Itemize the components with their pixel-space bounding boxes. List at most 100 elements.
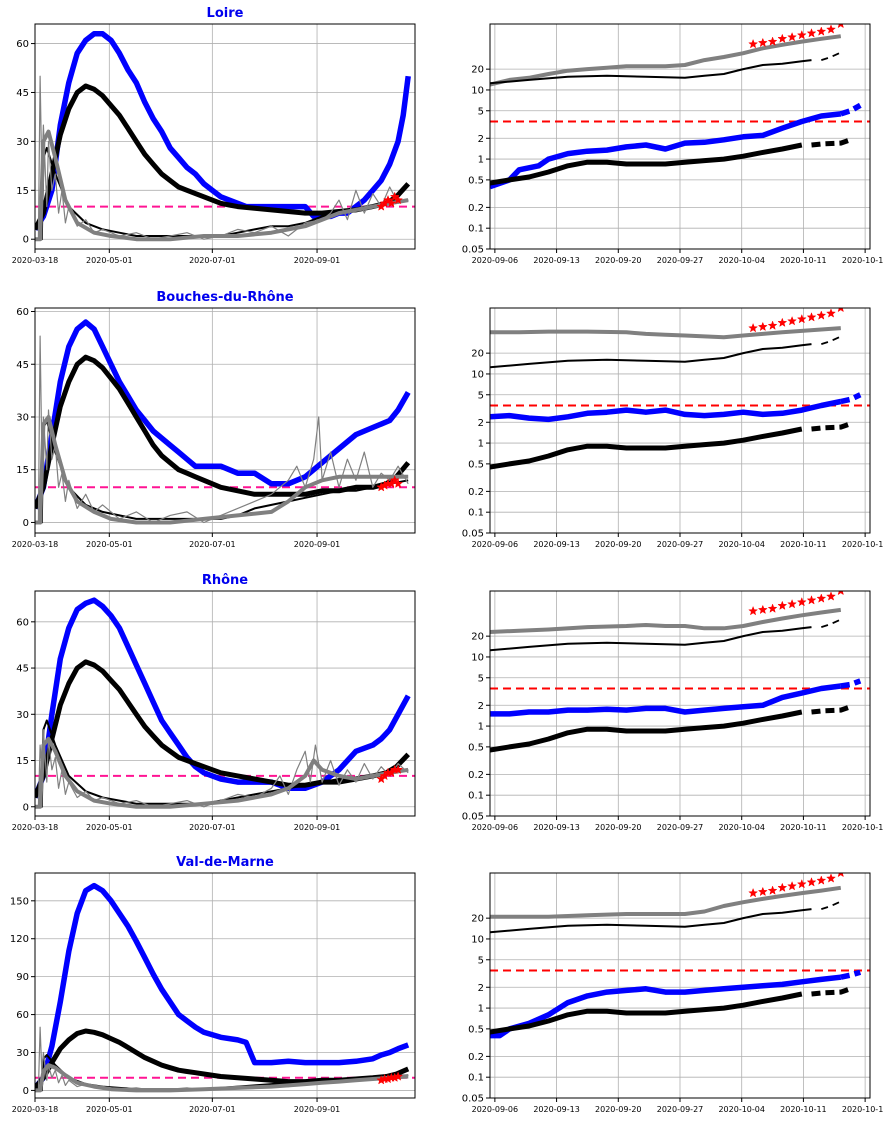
y-tick-label: 20 <box>471 632 484 643</box>
chart-title: Bouches-du-Rhône <box>156 290 293 305</box>
y-tick-label: 60 <box>16 39 29 50</box>
series-group <box>35 31 415 242</box>
y-tick-label: 90 <box>16 972 29 983</box>
y-tick-label: 120 <box>10 934 29 945</box>
y-tick-label: 1 <box>478 1004 484 1015</box>
series-line-grey-thick <box>490 326 841 340</box>
x-tick-label: 2020-09-01 <box>294 1105 341 1114</box>
y-tick-label: 2 <box>478 134 484 145</box>
axes-frame <box>34 307 416 534</box>
x-tick-label: 2020-10-19 <box>842 1105 883 1114</box>
y-tick-label: 2 <box>478 983 484 994</box>
red-star-point <box>826 873 836 883</box>
y-tick-label: 45 <box>16 360 29 371</box>
x-tick-label: 2020-03-18 <box>12 256 59 265</box>
red-star-point <box>787 881 797 891</box>
y-tick-label: 0.05 <box>462 529 484 540</box>
y-tick-label: 5 <box>478 390 484 401</box>
y-tick-label: 0.5 <box>468 742 484 753</box>
x-tick-label: 2020-09-27 <box>657 1105 704 1114</box>
series-line-grey-thick <box>490 885 842 919</box>
red-star-point <box>767 36 778 46</box>
red-star-point <box>796 29 807 40</box>
x-tick-label: 2020-09-20 <box>595 540 642 549</box>
red-star-point <box>796 313 807 324</box>
y-tick-label: 15 <box>16 465 29 476</box>
red-star-point <box>816 593 827 603</box>
x-tick-label: 2020-03-18 <box>12 1105 59 1114</box>
series-line-black-thick <box>490 142 803 186</box>
series-line-grey-thin <box>35 1026 409 1091</box>
red-star-point <box>837 24 844 29</box>
x-tick-label: 2020-10-04 <box>718 1105 765 1114</box>
y-tick-label: 15 <box>16 186 29 197</box>
y-tick-label: 45 <box>16 88 29 99</box>
y-tick-label: 0 <box>23 518 29 529</box>
x-tick-label: 2020-03-18 <box>12 823 59 832</box>
red-star-point <box>748 38 759 49</box>
x-tick-label: 2020-05-01 <box>86 823 133 832</box>
y-tick-label: 45 <box>16 664 29 675</box>
red-star-point <box>767 885 778 895</box>
series-line-grey-thin <box>35 729 409 808</box>
red-star-point <box>393 478 404 488</box>
x-tick-label: 2020-09-13 <box>533 256 580 265</box>
series-line-black-thick <box>35 83 411 231</box>
series-line-blue-thick <box>35 31 411 231</box>
panel-6: 0.05 0.1 0.2 0.5 1 2 5 10 20 2020-09-06 2020-09-13… <box>462 590 883 832</box>
series-line-blue-dash <box>840 678 862 689</box>
panel-8: 0.05 0.1 0.2 0.5 1 2 5 10 20 2020-09-06 2020-09-13… <box>462 872 883 1114</box>
y-tick-label: 0.2 <box>468 203 484 214</box>
series-group <box>490 873 870 1039</box>
y-tick-label: 20 <box>471 349 484 360</box>
series-group <box>490 308 870 470</box>
y-tick-label: 1 <box>478 439 484 450</box>
series-line-black-dash-thick <box>811 704 852 715</box>
x-tick-label: 2020-10-04 <box>718 823 765 832</box>
series-line-black-thick <box>490 426 803 470</box>
series-line-black-thin <box>490 343 812 369</box>
red-star-point <box>837 873 844 878</box>
red-star-point <box>806 312 817 322</box>
x-tick-label: 2020-09-06 <box>472 540 519 549</box>
red-star-point <box>787 316 797 326</box>
x-tick-label: 2020-09-06 <box>472 1105 519 1114</box>
red-star-point <box>777 33 788 43</box>
panel-5: 0 15 30 45 60 2020-03-18 2020-05-01 2020-07-01 2… <box>12 573 416 832</box>
x-tick-label: 2020-10-11 <box>780 256 827 265</box>
y-tick-label: 0.1 <box>468 1073 484 1084</box>
red-star-point <box>837 308 844 313</box>
y-tick-label: 0.5 <box>468 175 484 186</box>
red-star-point <box>757 321 768 332</box>
series-line-blue-thick <box>490 398 842 423</box>
series-line-black-dash <box>821 900 842 910</box>
series-line-blue-dash <box>840 969 862 980</box>
y-tick-label: 20 <box>471 65 484 76</box>
y-tick-label: 2 <box>478 418 484 429</box>
x-tick-label: 2020-10-11 <box>780 540 827 549</box>
x-tick-label: 2020-09-13 <box>533 823 580 832</box>
red-star-point <box>757 604 768 615</box>
y-tick-label: 30 <box>16 1048 29 1059</box>
y-tick-label: 60 <box>16 1010 29 1021</box>
y-tick-label: 15 <box>16 756 29 767</box>
x-tick-label: 2020-09-27 <box>657 540 704 549</box>
series-group <box>35 319 415 525</box>
series-line-blue-dash <box>840 392 862 405</box>
red-star-point <box>816 310 827 320</box>
x-tick-label: 2020-09-27 <box>657 823 704 832</box>
series-line-grey-thick <box>490 34 842 87</box>
plot-area <box>35 873 415 1098</box>
red-star-point <box>806 28 817 38</box>
chart-title: Loire <box>207 6 244 21</box>
x-tick-label: 2020-09-06 <box>472 256 519 265</box>
y-tick-label: 10 <box>471 934 484 945</box>
chart-title: Val-de-Marne <box>176 855 274 870</box>
red-star-point <box>748 605 759 616</box>
x-tick-label: 2020-09-13 <box>533 540 580 549</box>
y-tick-label: 0.05 <box>462 245 484 256</box>
x-tick-label: 2020-10-04 <box>718 256 765 265</box>
y-tick-label: 0.5 <box>468 1024 484 1035</box>
y-tick-label: 0.05 <box>462 812 484 823</box>
